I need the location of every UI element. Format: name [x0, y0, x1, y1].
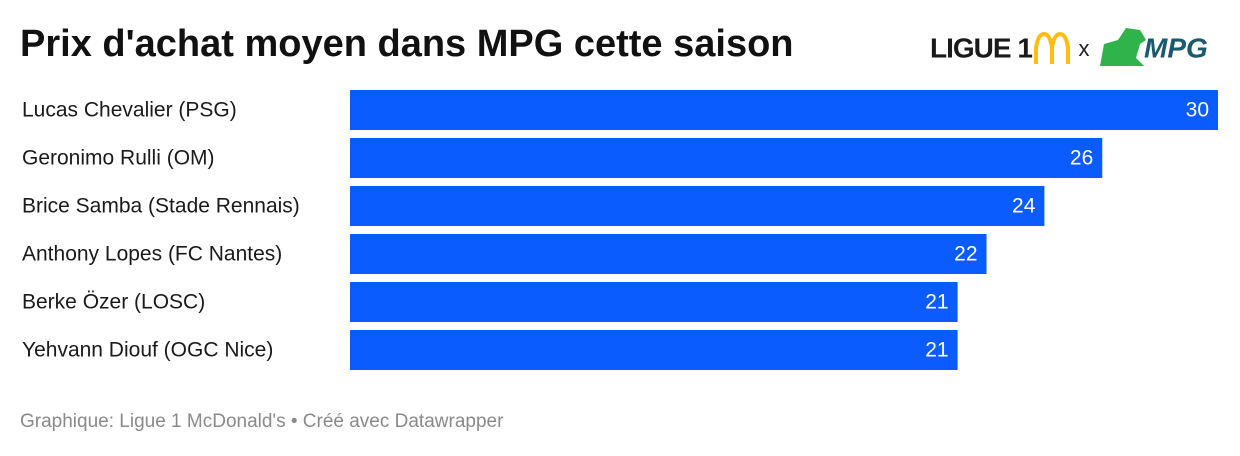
category-label: Berke Özer (LOSC) — [22, 291, 205, 314]
value-label: 26 — [1070, 147, 1093, 170]
bar — [350, 330, 958, 370]
logo-mpg: MPG — [1144, 32, 1208, 63]
footer: Graphique: Ligue 1 McDonald's • Créé ave… — [20, 411, 504, 432]
bar — [350, 90, 1218, 130]
value-label: 24 — [1012, 195, 1036, 218]
logo-separator: x — [1079, 36, 1090, 61]
logo-arches — [1034, 31, 1070, 64]
value-label: 21 — [925, 339, 948, 362]
category-label: Brice Samba (Stade Rennais) — [22, 195, 300, 218]
logo-goat — [1100, 28, 1146, 66]
logos: LIGUE 1 x MPG — [930, 28, 1208, 66]
category-label: Geronimo Rulli (OM) — [22, 147, 215, 170]
value-label: 22 — [954, 243, 977, 266]
value-label: 30 — [1186, 99, 1209, 122]
bar — [350, 138, 1103, 178]
category-label: Yehvann Diouf (OGC Nice) — [22, 339, 273, 362]
chart-title: Prix d'achat moyen dans MPG cette saison — [20, 23, 794, 65]
bar — [350, 186, 1045, 226]
category-label: Anthony Lopes (FC Nantes) — [22, 243, 282, 266]
bar — [350, 282, 958, 322]
category-label: Lucas Chevalier (PSG) — [22, 99, 237, 122]
bar — [350, 234, 987, 274]
value-label: 21 — [925, 291, 948, 314]
logo-ligue1: LIGUE 1 — [930, 32, 1032, 63]
